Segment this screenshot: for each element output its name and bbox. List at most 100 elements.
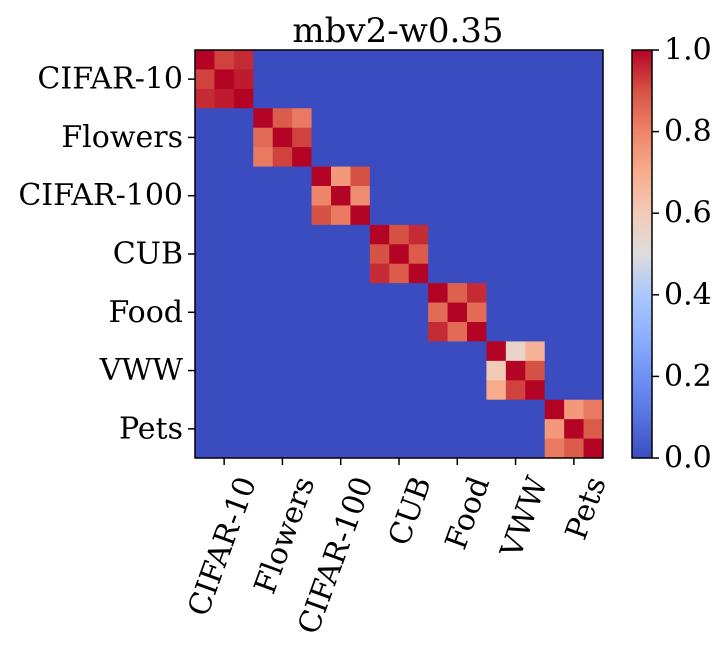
heatmap-cell: [408, 341, 429, 362]
heatmap-cell: [253, 341, 274, 362]
heatmap-cell: [253, 302, 274, 323]
heatmap-cell: [467, 263, 487, 284]
y-axis-ticks: CIFAR-10 Flowers CIFAR-100 CUB Food VWW Pets: [18, 62, 195, 446]
heatmap-cell: [389, 283, 410, 303]
heatmap-cell: [408, 322, 429, 342]
heatmap-cell: [583, 69, 604, 90]
heatmap-cell: [428, 438, 448, 459]
heatmap-cell: [486, 186, 507, 206]
heatmap-cell: [350, 438, 371, 459]
y-tick-label: Food: [108, 295, 183, 330]
heatmap-cell: [389, 166, 410, 187]
heatmap-cell: [544, 224, 565, 245]
heatmap-cell: [505, 88, 526, 109]
heatmap-cell: [350, 263, 371, 284]
heatmap-cell: [253, 88, 274, 109]
heatmap-cell: [292, 322, 312, 342]
heatmap-cell: [428, 302, 448, 323]
heatmap-cell: [389, 127, 410, 148]
heatmap-cell: [467, 419, 487, 439]
heatmap-cell: [564, 205, 584, 226]
heatmap-cell: [233, 244, 254, 265]
heatmap-cell: [544, 360, 565, 381]
heatmap-cell: [583, 341, 604, 362]
heatmap-cell: [311, 69, 332, 90]
heatmap-cell: [564, 380, 584, 401]
heatmap-cell: [331, 360, 351, 381]
heatmap-cell: [428, 127, 448, 148]
heatmap-cell: [428, 50, 448, 70]
heatmap-cell: [525, 399, 546, 420]
heatmap-cell: [311, 360, 332, 381]
heatmap-cell: [272, 322, 293, 342]
heatmap-cell: [583, 283, 604, 303]
heatmap-cell: [467, 147, 487, 167]
heatmap-cell: [525, 283, 546, 303]
heatmap-cell: [272, 166, 293, 187]
heatmap-cell: [272, 399, 293, 420]
heatmap-cell: [311, 224, 332, 245]
heatmap-cell: [408, 263, 429, 284]
heatmap-cell: [214, 380, 235, 401]
heatmap-cell: [350, 108, 371, 129]
heatmap-cell: [195, 166, 215, 187]
heatmap-cell: [214, 360, 235, 381]
heatmap-cell: [525, 302, 546, 323]
heatmap-cell: [369, 302, 390, 323]
heatmap-cell: [467, 283, 487, 303]
heatmap-cell: [272, 69, 293, 90]
heatmap-cell: [564, 360, 584, 381]
x-tick-label: Pets: [559, 472, 614, 544]
heatmap-cell: [447, 360, 468, 381]
heatmap-cell: [331, 341, 351, 362]
heatmap-cell: [214, 166, 235, 187]
heatmap-cell: [505, 69, 526, 90]
heatmap-cell: [214, 205, 235, 226]
heatmap-cell: [447, 88, 468, 109]
heatmap-cell: [350, 419, 371, 439]
heatmap-cell: [408, 88, 429, 109]
heatmap-cell: [195, 127, 215, 148]
heatmap-cell: [311, 399, 332, 420]
heatmap-cell: [292, 244, 312, 265]
heatmap-cell: [389, 419, 410, 439]
heatmap-cell: [292, 186, 312, 206]
colorbar-tick-label: 0.4: [664, 277, 712, 312]
heatmap-cell: [583, 50, 604, 70]
heatmap-cell: [272, 380, 293, 401]
heatmap-cell: [253, 69, 274, 90]
heatmap-cell: [544, 50, 565, 70]
heatmap-cell: [564, 438, 584, 459]
heatmap-cell: [428, 419, 448, 439]
heatmap-cell: [253, 127, 274, 148]
heatmap-cell: [525, 50, 546, 70]
heatmap-cell: [253, 50, 274, 70]
heatmap-cell: [292, 224, 312, 245]
heatmap-cell: [583, 244, 604, 265]
heatmap-cell: [311, 438, 332, 459]
heatmap-cell: [292, 419, 312, 439]
heatmap-cell: [195, 380, 215, 401]
heatmap-cell: [544, 147, 565, 167]
heatmap-cell: [505, 380, 526, 401]
heatmap-cell: [311, 380, 332, 401]
heatmap-cell: [195, 263, 215, 284]
heatmap-cell: [350, 50, 371, 70]
heatmap-cell: [272, 283, 293, 303]
heatmap-cell: [544, 283, 565, 303]
heatmap-cell: [486, 399, 507, 420]
heatmap-cell: [214, 50, 235, 70]
heatmap-cell: [253, 283, 274, 303]
heatmap-cell: [214, 224, 235, 245]
heatmap-cell: [428, 283, 448, 303]
heatmap-cell: [408, 205, 429, 226]
heatmap-cell: [389, 224, 410, 245]
heatmap-cell: [486, 322, 507, 342]
heatmap-cell: [369, 224, 390, 245]
heatmap-cell: [564, 322, 584, 342]
heatmap-cell: [311, 50, 332, 70]
heatmap-cell: [564, 166, 584, 187]
heatmap-cell: [389, 186, 410, 206]
heatmap-cell: [408, 69, 429, 90]
heatmap-cell: [253, 322, 274, 342]
